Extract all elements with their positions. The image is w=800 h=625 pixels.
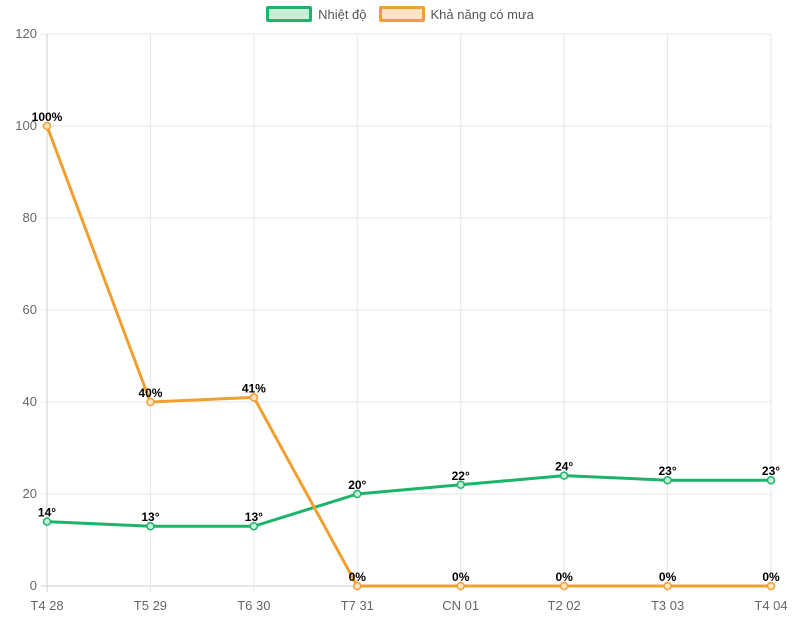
series-line-1 [45,125,771,588]
data-point-s1-0 [42,121,52,131]
data-label-s1-2: 41% [242,381,266,395]
y-tick-label-20: 20 [23,486,37,501]
data-label-s0-5: 24° [555,460,573,474]
data-label-s1-3: 0% [349,570,367,584]
data-label-s1-6: 0% [659,570,677,584]
data-label-s0-1: 13° [141,510,159,524]
series-line-0 [46,474,771,528]
x-tick-label-7: T4 04 [754,598,787,613]
data-point-s1-4 [456,581,465,591]
x-tick-label-2: T6 30 [237,598,270,613]
data-point-s0-2 [249,521,259,531]
legend-item-temperature[interactable]: Nhiệt độ [266,6,367,22]
data-label-s0-4: 22° [452,469,470,483]
data-label-s0-6: 23° [658,464,676,478]
x-tick-label-3: T7 31 [341,598,374,613]
data-point-s0-5 [559,471,569,480]
data-point-s0-0 [42,517,52,526]
y-tick-label-0: 0 [30,578,37,593]
data-label-s1-7: 0% [762,570,780,584]
x-tick-label-6: T3 03 [651,598,684,613]
data-point-s1-3 [353,581,362,591]
data-label-s0-3: 20° [348,478,366,492]
data-point-s0-3 [353,489,362,499]
data-point-s0-4 [456,480,465,490]
x-tick-label-0: T4 28 [30,598,63,613]
y-tick-label-80: 80 [23,210,37,225]
y-tick-label-60: 60 [23,302,37,317]
data-point-s0-7 [766,475,776,485]
data-point-s1-5 [559,581,569,591]
y-tick-label-120: 120 [15,26,37,41]
data-point-s1-6 [663,581,672,591]
data-label-s1-1: 40% [138,386,162,400]
legend-label-temperature: Nhiệt độ [318,6,367,22]
x-tick-label-5: T2 02 [548,598,581,613]
data-label-s0-7: 23° [762,464,780,478]
data-label-s0-2: 13° [245,510,263,524]
data-point-s1-1 [146,397,155,407]
y-tick-label-100: 100 [15,118,37,133]
data-point-s1-2 [249,393,259,402]
legend-label-rain-chance: Khả năng có mưa [430,6,534,22]
data-label-s0-0: 14° [38,506,56,520]
data-point-s0-6 [663,475,672,485]
x-tick-label-4: CN 01 [442,598,479,613]
y-tick-label-40: 40 [23,394,37,409]
data-label-s1-0: 100% [32,110,63,124]
x-tick-label-1: T5 29 [134,598,167,613]
data-label-s1-4: 0% [452,570,470,584]
data-point-s0-1 [146,521,155,531]
legend-swatch-temperature [266,6,313,22]
data-point-s1-7 [766,581,776,591]
data-label-s1-5: 0% [555,570,573,584]
legend-swatch-rain-chance [378,6,425,22]
chart-legend: Nhiệt độ Khả năng có mưa [0,6,800,22]
legend-item-rain-chance[interactable]: Khả năng có mưa [378,6,534,22]
